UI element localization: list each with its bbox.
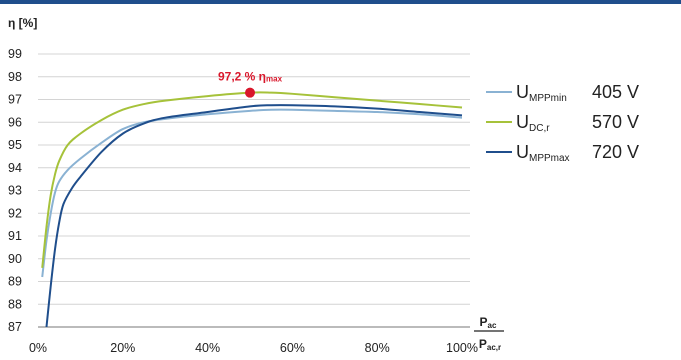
gridlines	[38, 53, 470, 305]
y-tick-label: 99	[8, 47, 22, 61]
legend: UMPPmin 405 V UDC,r 570 V UMPPmax 720 V	[486, 82, 639, 164]
series-line-mppmax	[45, 104, 463, 328]
x-tick-label: 100%	[446, 341, 478, 355]
y-tick-label: 87	[8, 320, 22, 334]
x-axis-label-denominator: Pac,r	[479, 337, 501, 352]
y-tick-label: 93	[8, 184, 22, 198]
y-tick-label: 88	[8, 297, 22, 311]
y-tick-label: 89	[8, 275, 22, 289]
y-tick-label: 98	[8, 70, 22, 84]
x-tick-label: 80%	[365, 341, 390, 355]
x-tick-label: 60%	[280, 341, 305, 355]
y-axis-label: η [%]	[8, 16, 37, 30]
legend-label: UMPPmax	[516, 142, 570, 164]
series-line-mppmin	[41, 108, 463, 278]
x-tick-label: 0%	[29, 341, 47, 355]
y-tick-label: 91	[8, 229, 22, 243]
legend-voltage: 405 V	[592, 82, 639, 102]
legend-voltage: 720 V	[592, 142, 639, 162]
y-tick-label: 97	[8, 93, 22, 107]
legend-label: UDC,r	[516, 112, 550, 134]
max-efficiency-label: 97,2 % ηmax	[218, 70, 283, 84]
x-tick-label: 40%	[195, 341, 220, 355]
series-lines	[41, 91, 463, 328]
legend-voltage: 570 V	[592, 112, 639, 132]
x-axis-ticks: 0% 20% 40% 60% 80% 100%	[29, 341, 478, 355]
legend-label: UMPPmin	[516, 82, 567, 104]
y-tick-label: 92	[8, 206, 22, 220]
x-axis-label-numerator: Pac	[480, 315, 497, 330]
max-point-marker	[245, 87, 255, 98]
y-tick-label: 95	[8, 138, 22, 152]
x-tick-label: 20%	[110, 341, 135, 355]
series-line-dc-r	[41, 91, 463, 268]
y-tick-label: 94	[8, 161, 22, 175]
header-bar	[0, 0, 681, 4]
y-axis-ticks: 87 88 89 90 91 92 93 94 95 96 97 98 99	[8, 47, 22, 334]
x-axis-label: Pac Pac,r	[474, 315, 504, 352]
max-annotation: 97,2 % ηmax	[218, 70, 283, 98]
y-tick-label: 90	[8, 252, 22, 266]
y-tick-label: 96	[8, 115, 22, 129]
